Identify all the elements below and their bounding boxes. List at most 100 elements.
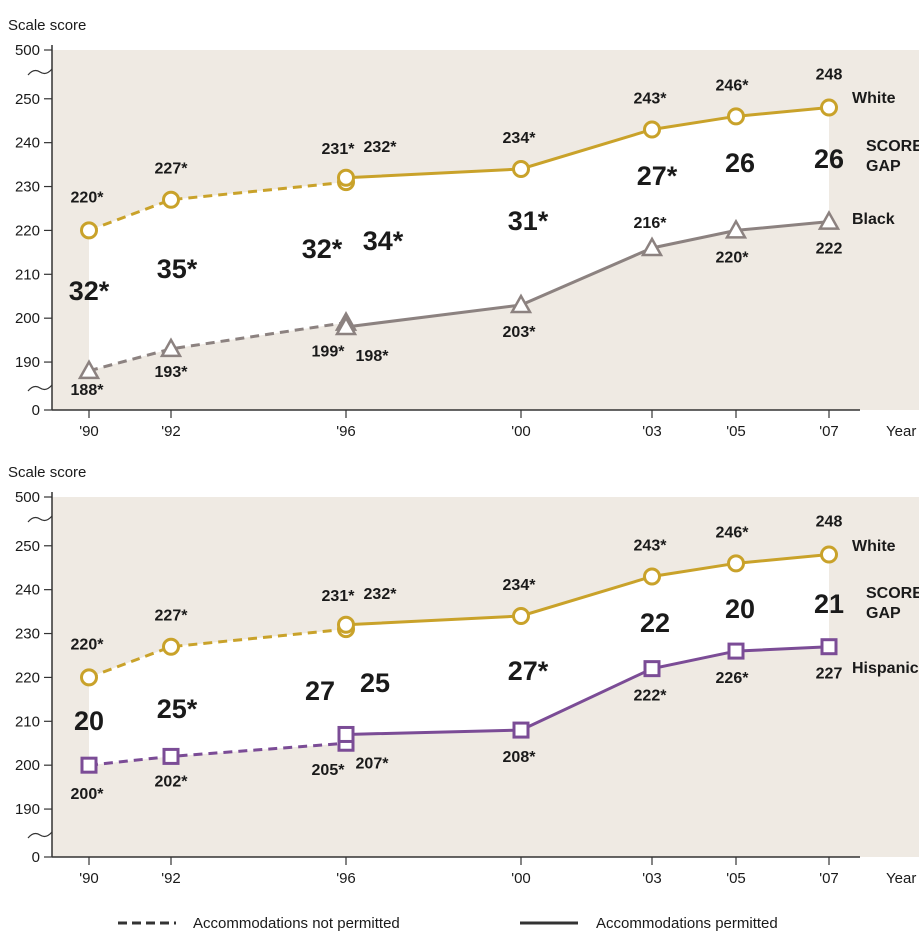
y-tick-label: 210 — [15, 266, 40, 283]
data-label: 243* — [634, 537, 668, 554]
data-label: 200* — [71, 786, 105, 803]
gap-value: 27 — [305, 676, 335, 706]
data-label: 227* — [155, 608, 189, 625]
gap-value: 26 — [725, 148, 755, 178]
data-point — [159, 337, 183, 358]
data-label: 220* — [716, 249, 750, 266]
data-label: 234* — [503, 577, 537, 594]
data-point — [643, 567, 661, 586]
data-point — [727, 642, 745, 660]
data-point — [80, 221, 98, 240]
x-tick-label: '05 — [726, 423, 746, 440]
data-label: 216* — [634, 215, 668, 232]
y-tick-label: 0 — [32, 402, 40, 419]
y-tick-label: 220 — [15, 669, 40, 686]
gap-value: 31* — [508, 206, 549, 236]
data-label: 243* — [634, 90, 668, 107]
data-point — [337, 615, 355, 634]
data-label: 222 — [816, 241, 843, 258]
data-label: 231* — [322, 588, 356, 605]
data-label: 232* — [364, 139, 398, 156]
gap-title: SCORE — [866, 585, 919, 602]
gap-band — [89, 107, 829, 371]
x-axis-title: Year — [886, 423, 916, 440]
y-axis-title: Scale score — [8, 464, 86, 481]
data-point — [80, 668, 98, 687]
data-label: 227 — [816, 666, 843, 683]
y-tick-label: 250 — [15, 538, 40, 555]
data-label: 227* — [155, 161, 189, 178]
x-tick-label: '92 — [161, 870, 181, 887]
x-tick-label: '05 — [726, 870, 746, 887]
series-name-label: White — [852, 538, 896, 555]
axis-break-mark — [27, 68, 53, 76]
x-tick-label: '90 — [79, 423, 99, 440]
axis-break-mark — [27, 384, 53, 392]
series-name-label: White — [852, 90, 896, 107]
series-line-dashed — [88, 321, 347, 373]
data-point — [820, 98, 838, 117]
gap-title: GAP — [866, 605, 901, 622]
data-point — [80, 756, 98, 774]
x-tick-label: '07 — [819, 870, 839, 887]
y-tick-label: 190 — [15, 354, 40, 371]
gap-title: SCORE — [866, 138, 919, 155]
legend: Accommodations not permitted Accommodati… — [118, 915, 778, 932]
x-tick-label: '96 — [336, 423, 356, 440]
gap-value: 20 — [725, 594, 755, 624]
data-point — [334, 315, 358, 336]
data-point — [640, 236, 664, 257]
y-tick-label: 250 — [15, 91, 40, 108]
data-label: 234* — [503, 130, 537, 147]
x-axis-title: Year — [886, 870, 916, 887]
data-label: 248 — [816, 67, 843, 84]
data-label: 207* — [356, 755, 390, 772]
data-label: 222* — [634, 688, 668, 705]
data-label: 203* — [503, 324, 537, 341]
gap-title: GAP — [866, 158, 901, 175]
data-label: 248 — [816, 514, 843, 531]
data-point — [337, 725, 355, 743]
x-tick-label: '92 — [161, 423, 181, 440]
y-tick-label: 220 — [15, 222, 40, 239]
y-tick-label: 200 — [15, 310, 40, 327]
series-name-label: Black — [852, 211, 895, 228]
y-tick-label: 210 — [15, 713, 40, 730]
data-point — [162, 190, 180, 209]
y-tick-label: 200 — [15, 757, 40, 774]
gap-value: 27* — [637, 161, 678, 191]
y-axis-title: Scale score — [8, 17, 86, 34]
x-tick-label: '03 — [642, 870, 662, 887]
data-label: 202* — [155, 773, 189, 790]
data-label: 208* — [503, 749, 537, 766]
gap-value: 34* — [363, 226, 404, 256]
x-tick-label: '03 — [642, 423, 662, 440]
data-label: 226* — [716, 670, 750, 687]
x-tick-label: '07 — [819, 423, 839, 440]
data-point — [643, 120, 661, 139]
gap-value: 27* — [508, 656, 549, 686]
gap-value: 25* — [157, 694, 198, 724]
data-label: 199* — [312, 344, 346, 361]
x-tick-label: '00 — [511, 870, 531, 887]
data-label: 220* — [71, 189, 105, 206]
data-point — [509, 293, 533, 314]
gap-value: 20 — [74, 706, 104, 736]
gap-value: 22 — [640, 608, 670, 638]
data-label: 193* — [155, 364, 189, 381]
data-point — [724, 218, 748, 239]
gap-value: 26 — [814, 144, 844, 174]
axis-break-mark — [27, 515, 53, 523]
y-tick-label: 190 — [15, 801, 40, 818]
data-point — [337, 168, 355, 187]
data-point — [77, 359, 101, 380]
x-tick-label: '00 — [511, 423, 531, 440]
data-point — [820, 545, 838, 564]
data-label: 232* — [364, 586, 398, 603]
data-label: 246* — [716, 524, 750, 541]
data-label: 231* — [322, 141, 356, 158]
data-point — [817, 210, 841, 230]
gap-value: 32* — [69, 276, 110, 306]
y-tick-label: 0 — [32, 849, 40, 866]
